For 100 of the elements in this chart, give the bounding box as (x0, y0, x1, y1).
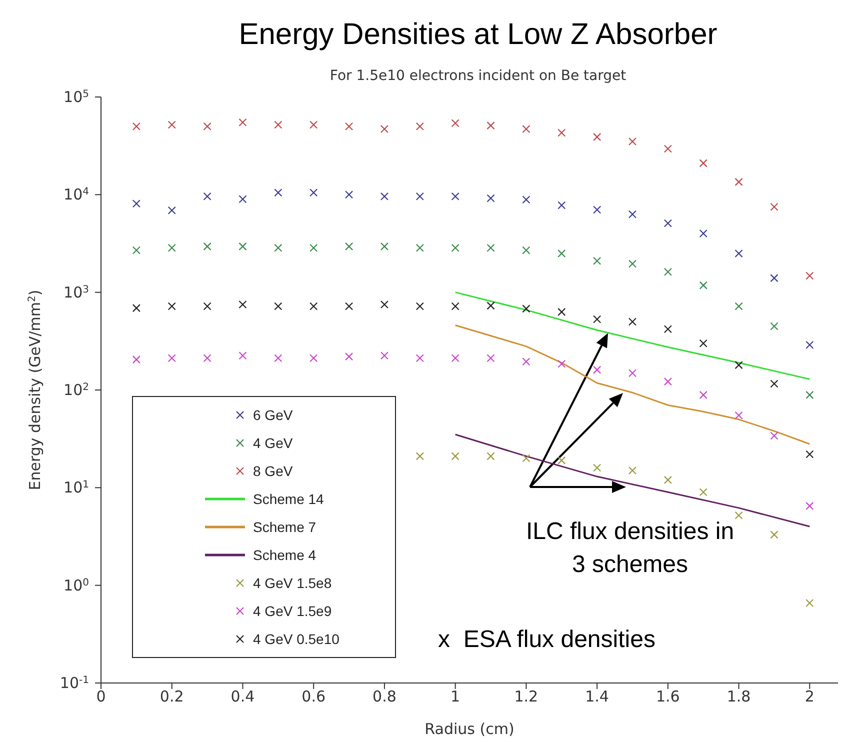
point (628, 260, 637, 268)
point (486, 302, 495, 310)
point (486, 122, 495, 130)
point (699, 390, 708, 399)
point (734, 411, 743, 420)
point (132, 356, 140, 364)
point (770, 432, 778, 440)
point (203, 122, 212, 130)
point (380, 352, 389, 360)
point (203, 242, 212, 250)
point (416, 354, 424, 362)
x-tick-label: 0 (96, 688, 106, 706)
legend-label: 4 GeV (253, 435, 293, 451)
point (310, 354, 318, 362)
point (310, 120, 318, 129)
point (806, 390, 814, 399)
point (699, 159, 708, 168)
x-tick-label: 0.8 (372, 688, 396, 706)
point (310, 188, 318, 197)
point (593, 464, 602, 472)
point (770, 530, 778, 539)
x-tick-label: 1.4 (585, 688, 609, 706)
point (522, 196, 530, 204)
point (593, 132, 602, 141)
point (628, 466, 637, 475)
point (522, 454, 530, 462)
point (486, 354, 495, 362)
legend-label: 4 GeV 0.5e10 (253, 631, 340, 647)
x-tick-label: 1.8 (726, 688, 751, 706)
point (522, 246, 530, 254)
point (416, 244, 424, 252)
y-tick-label: 10$^{3}$ (64, 283, 89, 302)
point (344, 122, 354, 130)
point (238, 118, 247, 126)
point (770, 202, 778, 211)
point (344, 242, 354, 250)
point (168, 244, 176, 252)
point (310, 302, 318, 310)
point (416, 122, 424, 130)
point (274, 188, 282, 197)
point (699, 281, 708, 290)
point (451, 354, 460, 362)
point (734, 302, 743, 310)
point (451, 452, 460, 460)
point (132, 200, 140, 208)
point (628, 210, 637, 218)
point (699, 339, 708, 348)
point (486, 452, 495, 460)
y-tick-label: 10$^{2}$ (64, 381, 89, 399)
point (522, 304, 530, 313)
point (451, 119, 460, 128)
point (416, 192, 424, 200)
point (203, 302, 212, 310)
point (628, 318, 637, 326)
point (558, 456, 566, 464)
point (699, 229, 708, 238)
point (806, 272, 814, 280)
point (416, 452, 424, 460)
chart-subtitle: For 1.5e10 electrons incident on Be target (328, 68, 628, 84)
point (593, 366, 602, 374)
point (628, 137, 637, 146)
annotation: ILC flux densities in 3 schemes (524, 517, 736, 580)
point (770, 274, 778, 282)
point (734, 361, 743, 370)
point (238, 300, 247, 309)
point (664, 325, 672, 334)
point (274, 120, 282, 129)
x-tick-label: 0.2 (160, 688, 184, 706)
point (380, 242, 389, 250)
point (699, 488, 708, 496)
point (558, 360, 566, 368)
legend-label: 4 GeV 1.5e9 (253, 603, 332, 619)
legend-label: Scheme 14 (253, 491, 324, 507)
point (274, 244, 282, 252)
x-tick-label: 0.6 (302, 688, 326, 706)
line-series (454, 292, 810, 380)
point (664, 268, 672, 276)
point (238, 352, 247, 360)
legend-label: Scheme 4 (253, 547, 316, 563)
point (664, 378, 672, 386)
point (132, 246, 140, 254)
point (522, 124, 530, 134)
x-tick-label: 0.4 (230, 688, 255, 706)
legend-label: Scheme 7 (253, 519, 316, 535)
point (451, 244, 460, 252)
legend-label: 4 GeV 1.5e8 (253, 575, 332, 591)
point (380, 300, 389, 309)
point (344, 302, 354, 310)
point (203, 192, 212, 200)
y-tick-label: 10$^{0}$ (64, 576, 89, 594)
point (451, 302, 460, 310)
point (380, 124, 389, 134)
chart-title: Energy Densities at Low Z Absorber (238, 18, 718, 52)
point (344, 190, 354, 199)
x-tick-label: 1 (450, 688, 460, 706)
point (664, 144, 672, 153)
point (806, 450, 814, 458)
x-tick-label: 1.2 (514, 688, 538, 706)
point (168, 206, 176, 214)
point (310, 244, 318, 252)
